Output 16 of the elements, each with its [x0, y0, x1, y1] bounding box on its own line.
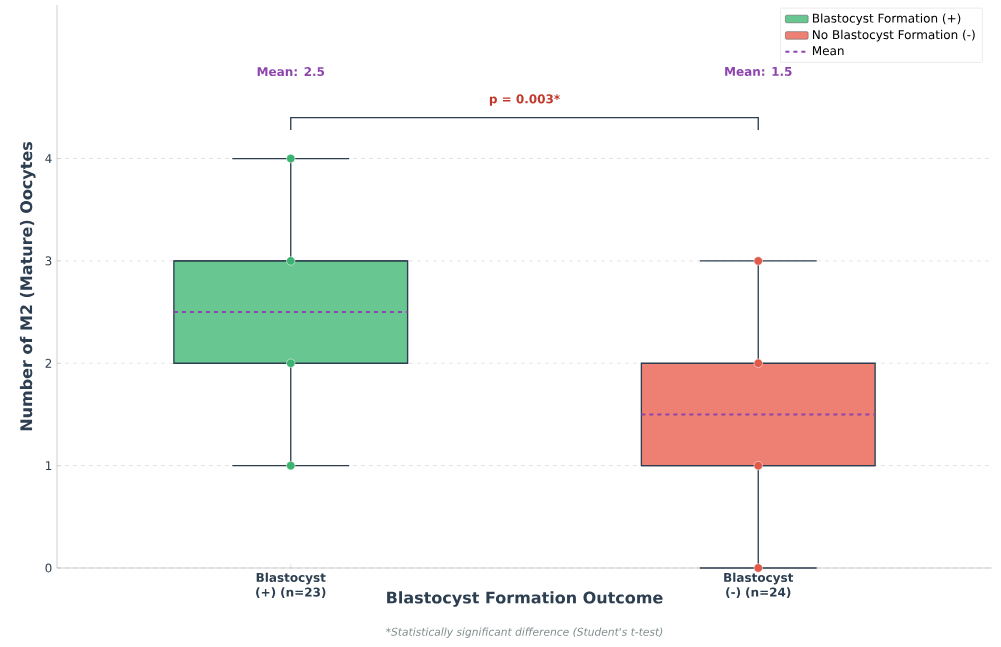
x-tick-label: Blastocyst (-) (n=24) — [724, 572, 794, 599]
annotation: p = 0.003* — [489, 94, 560, 106]
y-tick-label: 2 — [45, 358, 52, 368]
legend-label: Blastocyst Formation (+) — [812, 13, 961, 26]
y-tick-label: 1 — [45, 461, 52, 470]
y-tick-label: 3 — [45, 256, 52, 266]
x-tick-label: Blastocyst (+) (n=23) — [256, 572, 326, 599]
text: *Statistically significant difference (Student's t-test) — [386, 627, 663, 638]
y-tick-label: 0 — [45, 563, 52, 573]
legend-label: No Blastocyst Formation (-) — [812, 29, 975, 42]
x-axis-title: Blastocyst Formation Outcome — [387, 591, 663, 607]
y-axis-title: Number of M2 (Mature) Oocytes — [19, 141, 36, 431]
annotation: Mean — [812, 46, 844, 56]
annotation: Mean: 1.5 — [725, 67, 792, 76]
annotation: Mean: 2.5 — [257, 67, 325, 77]
y-tick-label: 4 — [45, 154, 52, 163]
